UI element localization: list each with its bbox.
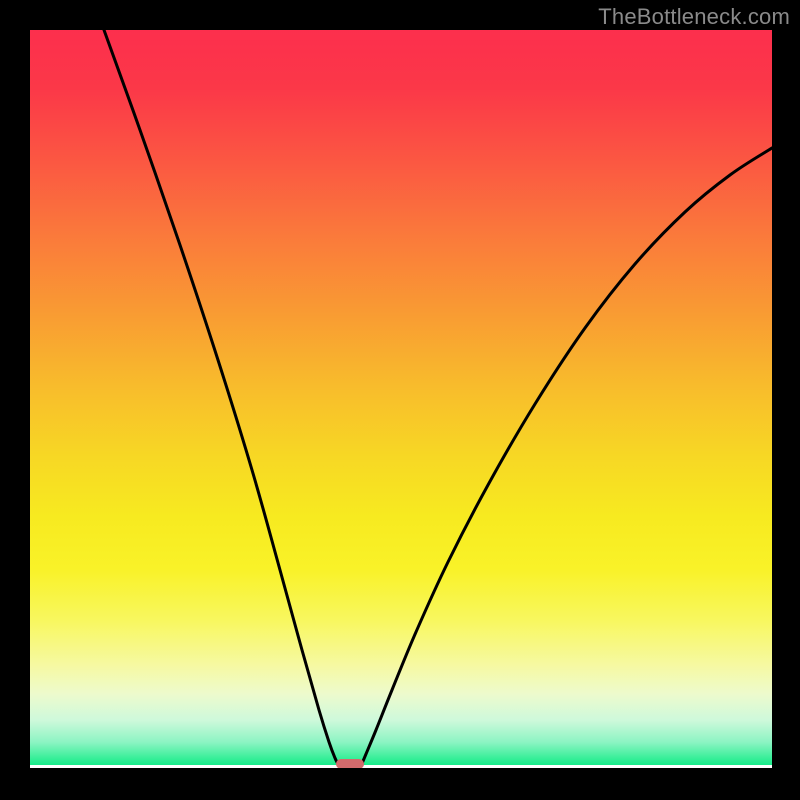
bottleneck-chart xyxy=(30,30,772,768)
frame-bottom xyxy=(0,768,800,800)
frame-left xyxy=(0,0,30,800)
chart-background xyxy=(30,30,772,768)
watermark: TheBottleneck.com xyxy=(598,4,790,30)
frame-right xyxy=(772,0,800,800)
